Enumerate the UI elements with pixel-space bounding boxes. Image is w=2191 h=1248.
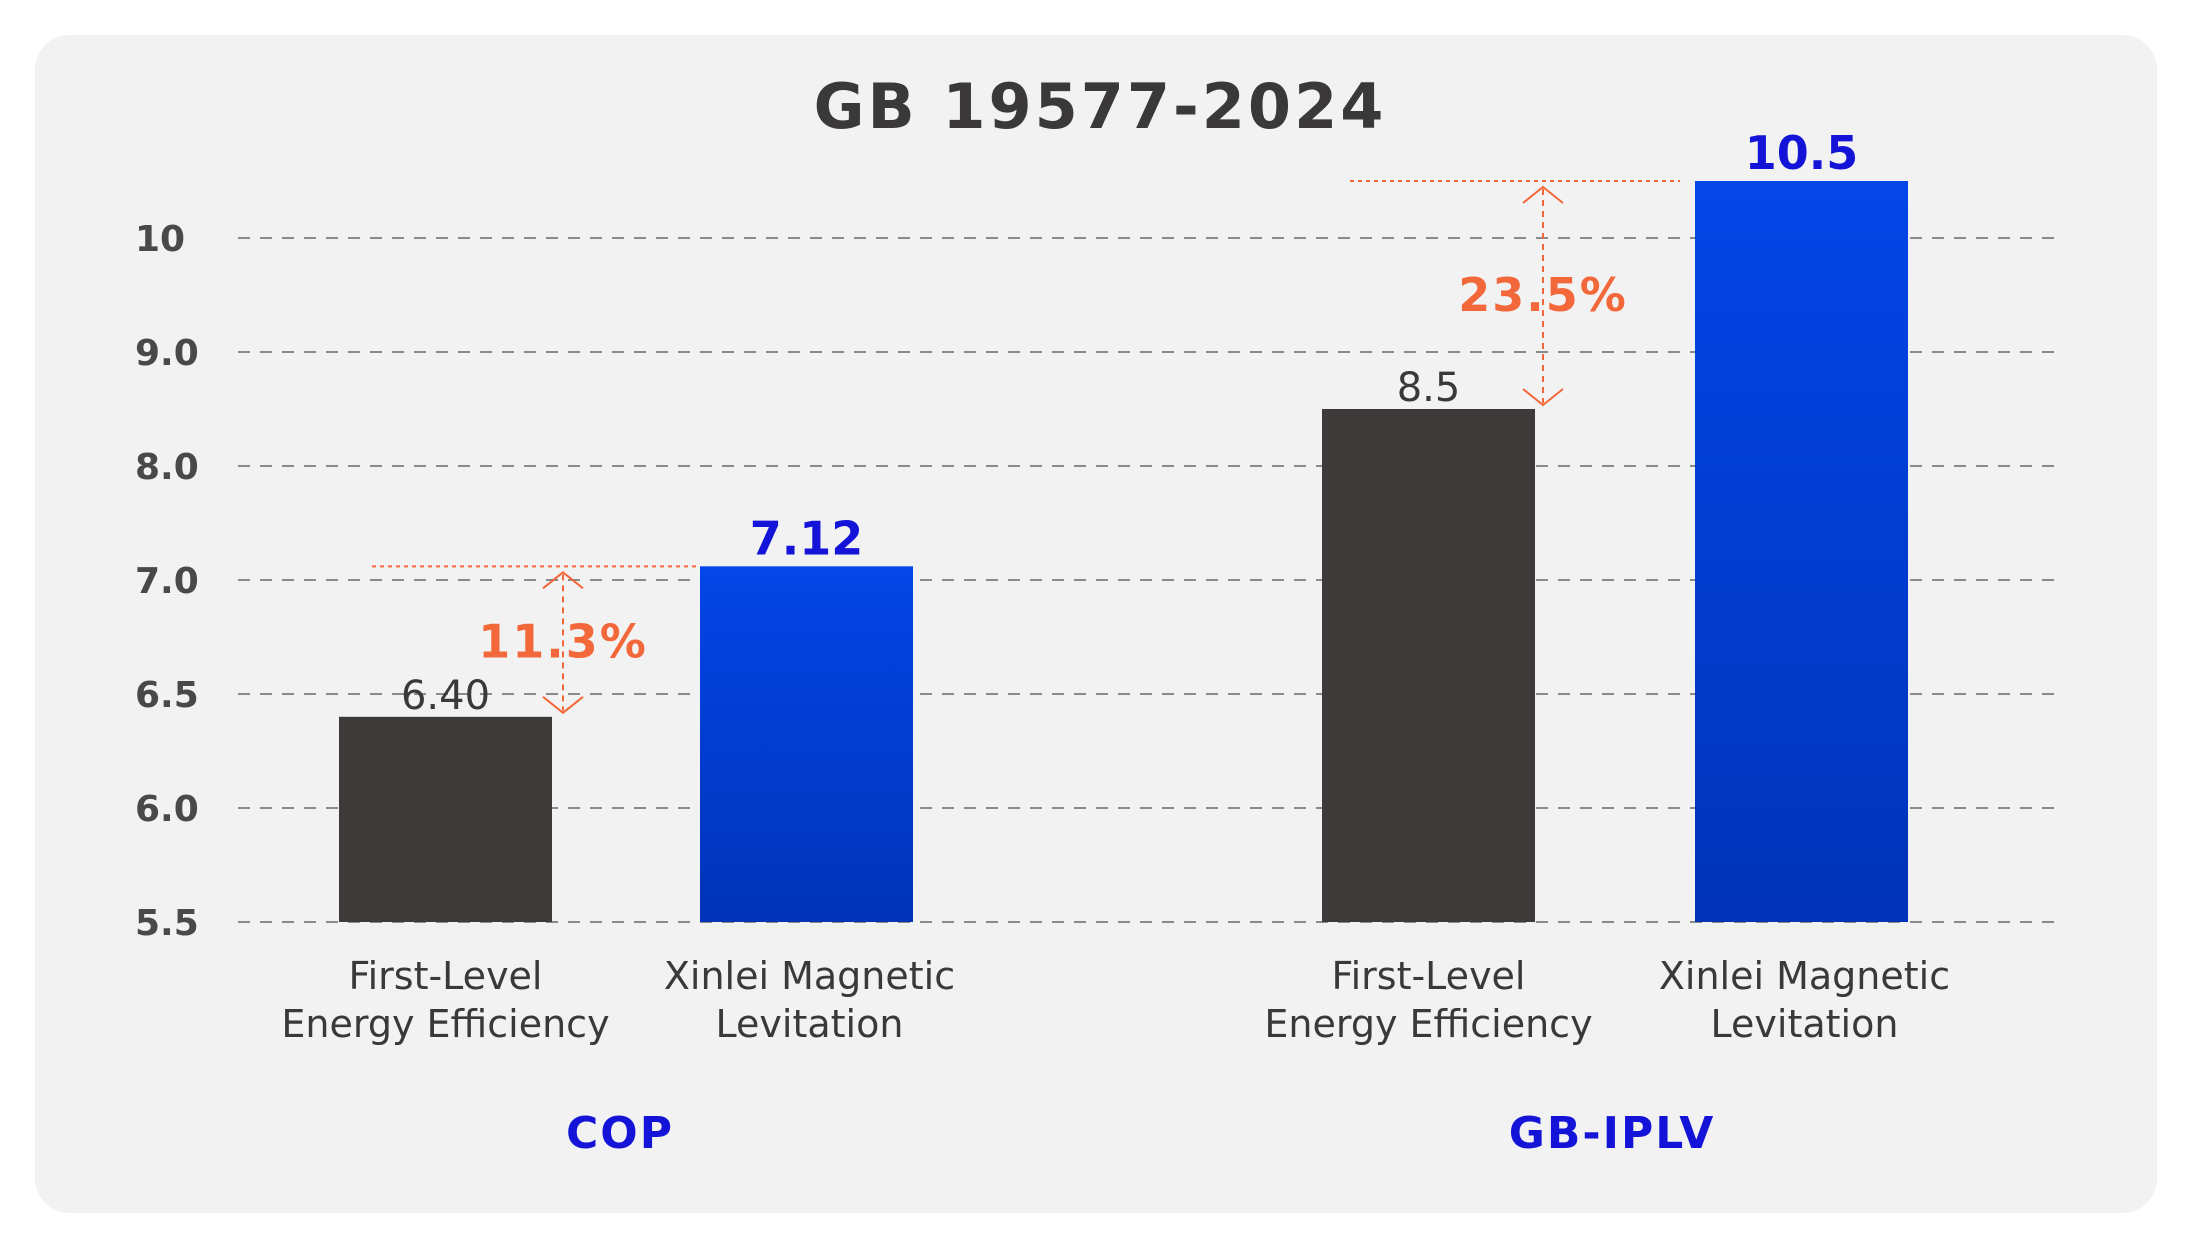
x-category-label: Levitation bbox=[1711, 1002, 1899, 1046]
arrow-head-down bbox=[542, 696, 584, 715]
improvement-label: 23.5% bbox=[1458, 268, 1628, 322]
arrow-head-up bbox=[542, 571, 584, 590]
bar-first-level bbox=[339, 716, 552, 922]
y-axis: 5.5 6.0 6.5 7.0 8.0 9.0 10 bbox=[135, 219, 199, 944]
y-tick-label: 9.0 bbox=[135, 333, 199, 374]
bar-xinlei bbox=[700, 566, 913, 922]
improvement-label: 11.3% bbox=[478, 615, 648, 669]
x-category-label: Xinlei Magnetic bbox=[1659, 954, 1950, 998]
y-tick-label: 5.5 bbox=[135, 903, 199, 944]
x-category-label: First-Level bbox=[349, 954, 543, 998]
bar-xinlei bbox=[1695, 181, 1908, 922]
y-tick-label: 8.0 bbox=[135, 447, 199, 488]
bar-first-level bbox=[1322, 409, 1535, 922]
y-tick-label: 6.5 bbox=[135, 675, 199, 716]
x-category-label: Energy Efficiency bbox=[281, 1002, 609, 1046]
gridlines bbox=[238, 237, 2058, 923]
data-label: 8.5 bbox=[1397, 365, 1461, 411]
annotations: 11.3% 23.5% bbox=[372, 180, 1680, 715]
chart-title: GB 19577-2024 bbox=[814, 70, 1387, 143]
x-category-label: Levitation bbox=[716, 1002, 904, 1046]
x-category-label: First-Level bbox=[1332, 954, 1526, 998]
arrow-head-down bbox=[1522, 388, 1564, 407]
y-tick-label: 6.0 bbox=[135, 789, 199, 830]
bars: 6.40 7.12 8.5 10.5 bbox=[339, 126, 1908, 922]
y-tick-label: 10 bbox=[135, 219, 185, 260]
data-label: 7.12 bbox=[750, 511, 864, 565]
x-category-label: Xinlei Magnetic bbox=[664, 954, 955, 998]
group-label: GB-IPLV bbox=[1509, 1108, 1716, 1159]
data-label: 6.40 bbox=[401, 673, 490, 719]
y-tick-label: 7.0 bbox=[135, 561, 199, 602]
x-category-label: Energy Efficiency bbox=[1264, 1002, 1592, 1046]
group-label: COP bbox=[566, 1108, 674, 1159]
arrow-head-up bbox=[1522, 185, 1564, 204]
data-label: 10.5 bbox=[1745, 126, 1859, 180]
